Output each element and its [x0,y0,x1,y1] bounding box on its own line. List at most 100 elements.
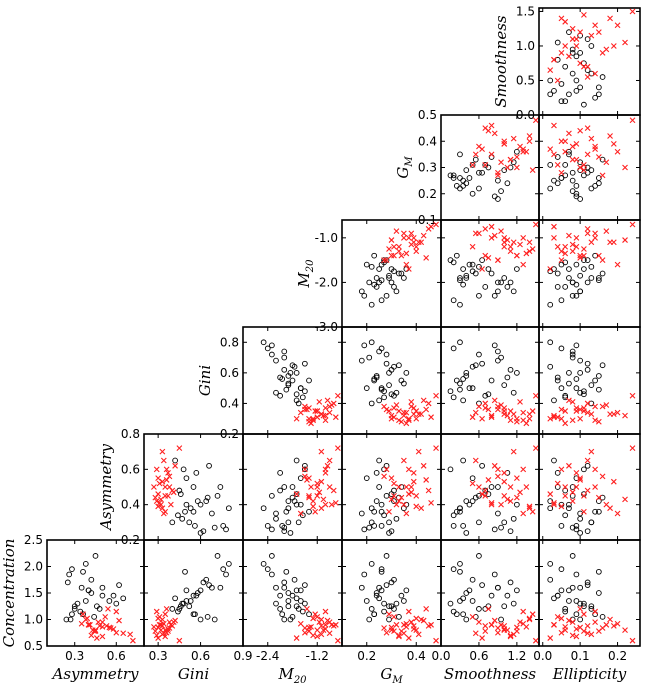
point-class-b [507,408,514,414]
point-class-b [383,257,390,264]
point-class-b [584,622,591,629]
point-class-b [405,415,412,422]
point-class-a [514,266,520,272]
point-class-b [158,496,164,503]
point-class-a [297,385,304,391]
point-class-b [592,70,598,77]
point-class-b [408,399,415,405]
panel-gm-vs-smoothness: 0.10.20.30.40.5 [418,108,540,227]
point-class-b [588,448,595,455]
point-class-a [488,592,495,599]
x-tick-label: 1.2 [507,649,526,663]
point-class-b [532,117,539,124]
point-class-b [318,631,325,638]
point-class-a [183,475,190,482]
point-class-a [457,386,463,393]
point-class-b [526,415,533,422]
point-class-b [513,252,520,259]
point-class-b [415,631,422,638]
point-class-a [297,598,304,604]
point-class-a [368,339,375,346]
point-class-a [562,284,569,290]
point-class-b [469,243,476,250]
point-class-a [116,582,122,588]
point-class-a [488,484,495,490]
point-class-a [371,376,378,382]
point-class-b [393,621,400,628]
point-class-b [165,492,171,499]
point-class-a [460,376,466,382]
point-class-b [410,622,417,629]
point-class-b [520,608,527,615]
point-class-b [610,140,617,147]
point-class-a [482,392,489,399]
point-class-a [450,566,457,573]
point-class-b [469,161,476,168]
point-class-b [314,408,321,414]
point-class-a [279,523,286,529]
point-class-a [472,362,479,369]
point-class-a [577,389,583,396]
point-class-b [410,478,417,485]
point-class-a [396,362,402,369]
point-class-b [610,478,617,485]
point-class-b [310,632,317,639]
point-class-a [190,592,197,599]
point-class-b [332,500,339,506]
point-class-b [488,122,495,129]
point-class-b [165,469,171,476]
point-class-a [457,568,463,575]
point-class-b [87,621,93,628]
point-class-b [403,624,410,630]
point-class-a [383,351,390,358]
point-class-b [488,412,495,419]
point-class-b [433,445,439,452]
point-class-b [413,415,420,422]
point-class-b [301,473,308,480]
point-class-a [463,498,470,504]
point-class-a [187,598,194,604]
point-class-b [400,457,407,464]
point-class-b [513,494,520,501]
point-class-a [588,382,595,388]
point-class-b [588,411,595,418]
point-class-b [532,445,539,452]
x-axis-label-gm: GM [380,665,403,686]
point-class-b [159,448,166,455]
point-class-a [479,257,485,263]
point-class-b [306,628,312,635]
point-class-a [479,169,485,176]
point-class-b [520,510,527,517]
point-class-b [520,409,527,416]
point-class-a [82,560,89,567]
point-class-b [629,221,636,228]
point-class-b [400,230,407,237]
point-class-a [558,385,565,391]
point-class-b [418,411,425,418]
point-class-b [396,632,402,639]
point-class-b [592,417,598,424]
point-class-b [322,412,329,419]
y-tick-label: 2.5 [24,533,43,547]
point-class-b [566,397,572,404]
point-class-b [517,399,523,405]
point-class-b [551,223,557,230]
point-class-b [391,613,397,620]
x-axis-label-asymmetry: Asymmetry [50,665,139,683]
point-class-b [566,53,572,60]
point-class-b [155,491,162,497]
point-class-a [285,590,292,596]
point-class-b [510,631,517,638]
point-class-a [469,498,476,504]
point-class-b [607,133,613,139]
point-class-b [472,230,479,237]
point-class-a [291,498,298,504]
point-class-a [573,598,580,604]
point-class-a [180,466,187,473]
point-class-b [170,489,177,496]
point-class-a [577,357,583,364]
point-class-b [163,606,170,612]
point-class-b [318,478,325,485]
point-class-a [457,598,463,604]
point-class-a [488,270,495,277]
